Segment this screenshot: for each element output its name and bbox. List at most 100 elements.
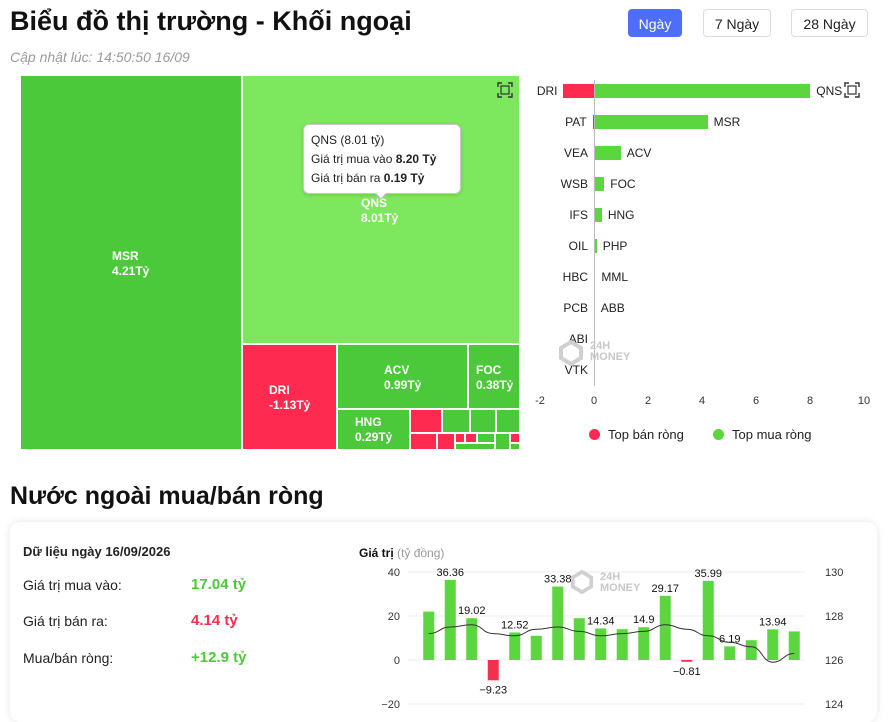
treemap-tile-small[interactable] (510, 433, 520, 443)
data-label: 13.94 (759, 616, 787, 628)
treemap-tile-acv[interactable]: ACV 0.99Tỷ (337, 344, 468, 409)
treemap-tile-small[interactable] (455, 443, 495, 450)
tab-7-days[interactable]: 7 Ngày (703, 9, 771, 37)
treemap-tile-small[interactable] (410, 433, 437, 450)
net-bar[interactable] (487, 660, 499, 681)
net-bar[interactable] (638, 627, 650, 660)
expand-icon[interactable] (844, 82, 860, 98)
treemap-tile-hng[interactable]: HNG 0.29Tỷ (337, 409, 410, 450)
data-label: 6.19 (719, 633, 740, 645)
buy-bar[interactable] (594, 115, 708, 129)
net-bar[interactable] (573, 618, 585, 660)
net-bar[interactable] (681, 660, 693, 662)
net-bar[interactable] (466, 618, 478, 660)
net-bar[interactable] (702, 580, 714, 660)
data-label: 36.36 (436, 567, 464, 579)
buy-bar[interactable] (594, 177, 605, 191)
treemap-tile-small[interactable] (495, 433, 510, 450)
treemap-tile-small[interactable] (470, 409, 496, 433)
ylabel-unit: (tỷ đồng) (397, 546, 445, 560)
net-bar[interactable] (724, 646, 736, 660)
treemap-tile-small[interactable] (437, 433, 455, 450)
buy-bar[interactable] (594, 146, 621, 160)
treemap-tile-qns[interactable]: QNS 8.01Tỷ (242, 75, 520, 344)
sell-ticker-label: DRI (536, 84, 558, 98)
treemap-tile-small[interactable] (410, 409, 442, 433)
net-bar[interactable] (788, 631, 800, 660)
tile-value: 0.38Tỷ (476, 378, 514, 392)
treemap-tile-small[interactable] (477, 433, 495, 443)
tile-ticker: ACV (384, 363, 410, 377)
net-bar[interactable] (444, 580, 456, 660)
stat-sell-value: 4.14 tỷ (191, 612, 238, 629)
data-label: 29.17 (651, 583, 679, 595)
tile-value: 0.29Tỷ (355, 430, 393, 444)
y-tick-label: 0 (394, 655, 400, 667)
y-tick-label: −20 (381, 699, 400, 710)
watermark-line2: MONEY (590, 351, 631, 363)
legend-buy-dot (713, 429, 724, 440)
legend-sell-label[interactable]: Top bán ròng (608, 427, 684, 442)
treemap-tile-small[interactable] (455, 433, 465, 443)
x-tick-label: 0 (590, 395, 598, 407)
net-bar[interactable] (509, 632, 521, 660)
buy-ticker-label: FOC (610, 177, 636, 191)
treemap-tile-small[interactable] (465, 433, 477, 443)
sell-bar[interactable] (592, 115, 594, 129)
net-bar[interactable] (423, 611, 435, 660)
data-label: 19.02 (458, 605, 486, 617)
tile-value: 8.01Tỷ (361, 211, 399, 225)
net-bar[interactable] (595, 628, 607, 660)
data-label: −9.23 (479, 684, 507, 696)
treemap-tile-dri[interactable]: DRI -1.13Tỷ (242, 344, 337, 450)
buy-bar[interactable] (594, 239, 597, 253)
tab-28-days[interactable]: 28 Ngày (791, 9, 868, 37)
net-bar[interactable] (659, 595, 671, 660)
buy-ticker-label: MML (601, 270, 629, 284)
net-bar[interactable] (530, 635, 542, 660)
x-tick-label: 8 (806, 395, 814, 407)
watermark-line1: 24H (590, 340, 611, 352)
treemap-tile-small[interactable] (496, 409, 520, 433)
x-tick-label: 10 (857, 395, 871, 407)
treemap-tile-foc[interactable]: FOC 0.38Tỷ (468, 344, 520, 409)
tab-day[interactable]: Ngày (628, 9, 682, 37)
buy-ticker-label: QNS (816, 84, 843, 98)
tile-value: -1.13Tỷ (269, 398, 311, 412)
net-bar[interactable] (767, 629, 779, 660)
y2-tick-label: 128 (825, 611, 843, 623)
net-bar[interactable] (552, 586, 564, 660)
page-title: Biểu đồ thị trường - Khối ngoại (10, 6, 412, 36)
tooltip-sell-label: Giá trị bán ra (311, 171, 381, 185)
treemap-tooltip: QNS (8.01 tỷ) Giá trị mua vào 8.20 Tỷ Gi… (303, 124, 461, 194)
data-label: 35.99 (694, 568, 722, 580)
stat-net-label: Mua/bán ròng: (23, 650, 114, 666)
net-bar[interactable] (745, 640, 757, 660)
data-label: 12.52 (501, 619, 529, 631)
buy-bar[interactable] (594, 84, 811, 98)
watermark-line1: 24H (600, 571, 621, 583)
tooltip-buy-value: 8.20 Tỷ (395, 152, 437, 166)
x-tick-label: 4 (698, 395, 706, 407)
date-label: Dữ liệu ngày 16/09/2026 (23, 544, 171, 559)
sell-bar[interactable] (563, 84, 594, 98)
expand-icon[interactable] (497, 82, 513, 98)
data-label: −0.81 (673, 666, 701, 678)
sell-ticker-label: PCB (563, 301, 588, 315)
tile-value: 4.21Tỷ (112, 264, 150, 278)
stat-sell-label: Giá trị bán ra: (23, 613, 108, 629)
legend-buy-label[interactable]: Top mua ròng (732, 427, 812, 442)
sell-ticker-label: HBC (562, 270, 588, 284)
x-tick-label: -2 (535, 395, 545, 407)
buy-ticker-label: PHP (602, 239, 628, 253)
treemap-tile-msr[interactable]: MSR 4.21Tỷ (20, 75, 242, 450)
buy-bar[interactable] (594, 208, 602, 222)
treemap-tile-small[interactable] (510, 443, 520, 450)
updated-time: Cập nhật lúc: 14:50:50 16/09 (10, 49, 190, 65)
net-bar[interactable] (616, 629, 628, 660)
treemap-tile-small[interactable] (442, 409, 470, 433)
buy-ticker-label: ACV (626, 146, 652, 160)
net-card: Dữ liệu ngày 16/09/2026 Giá trị mua vào:… (10, 522, 877, 722)
tooltip-sell-row: Giá trị bán ra 0.19 Tỷ (311, 169, 453, 188)
y2-tick-label: 124 (825, 699, 843, 710)
